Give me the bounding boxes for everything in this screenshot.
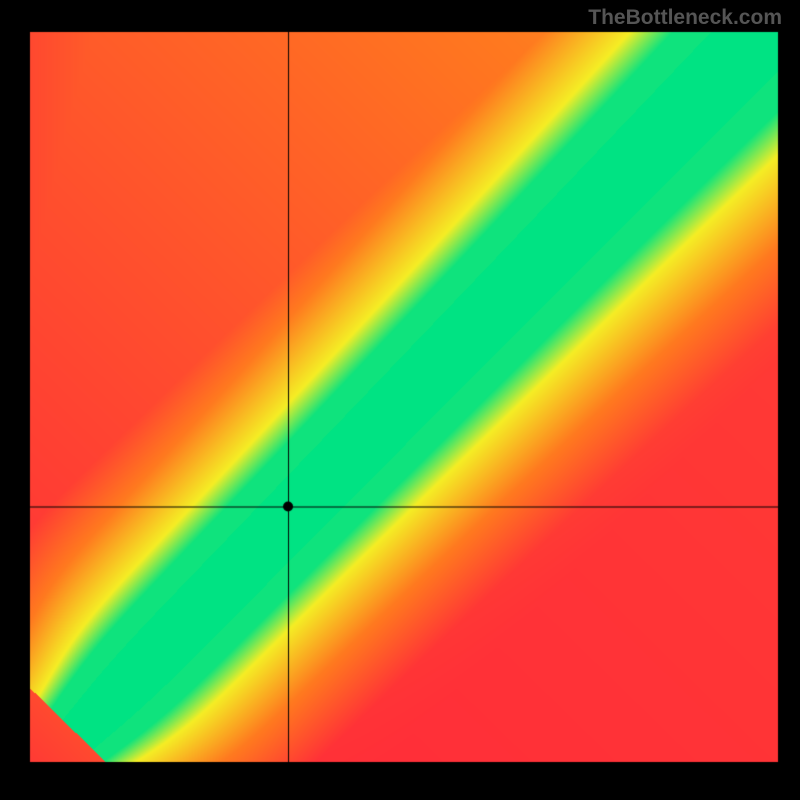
heatmap-canvas [0,0,800,800]
watermark-text: TheBottleneck.com [588,6,782,30]
bottleneck-heatmap-container: TheBottleneck.com [0,0,800,800]
